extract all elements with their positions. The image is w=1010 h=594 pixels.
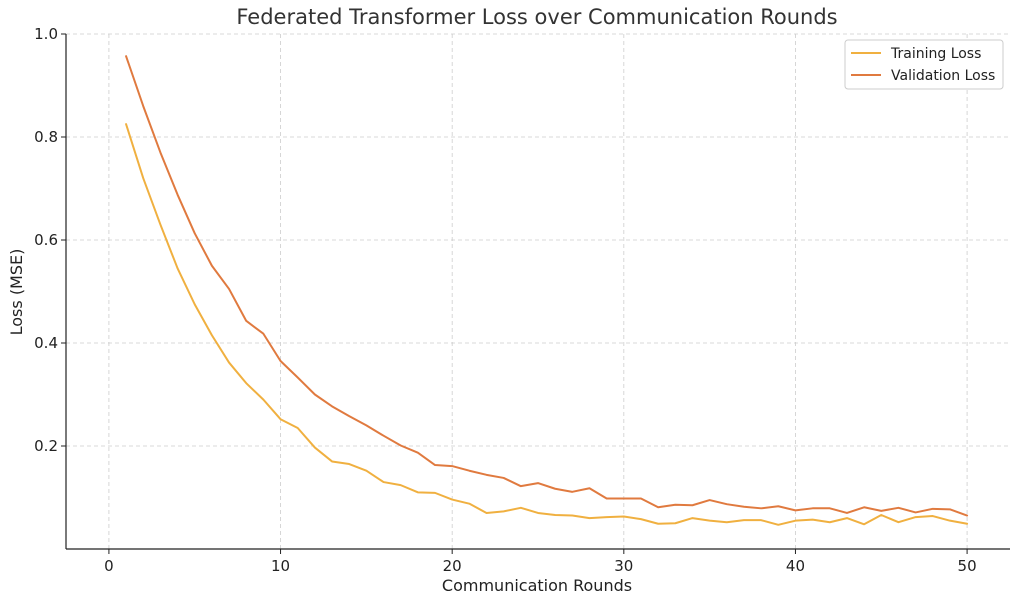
grid-lines bbox=[66, 33, 1010, 549]
legend-label: Validation Loss bbox=[891, 68, 995, 84]
y-tick-label: 1.0 bbox=[34, 25, 58, 43]
chart-title: Federated Transformer Loss over Communic… bbox=[236, 5, 837, 29]
y-tick-label: 0.8 bbox=[34, 128, 58, 146]
x-tick-label: 40 bbox=[786, 557, 805, 575]
x-tick-label: 50 bbox=[958, 557, 977, 575]
series-lines bbox=[125, 55, 969, 526]
x-axis-label: Communication Rounds bbox=[442, 576, 632, 594]
y-axis-label: Loss (MSE) bbox=[7, 249, 26, 336]
x-tick-label: 10 bbox=[271, 557, 290, 575]
legend: Training Loss Validation Loss bbox=[844, 39, 1004, 90]
y-tick-label: 0.6 bbox=[34, 231, 58, 249]
axes bbox=[65, 34, 1010, 550]
training-loss-line bbox=[125, 123, 969, 526]
x-tick-label: 0 bbox=[104, 557, 114, 575]
y-tick-label: 0.2 bbox=[34, 437, 58, 455]
x-tick-label: 30 bbox=[614, 557, 633, 575]
legend-box bbox=[844, 39, 1004, 90]
tick-labels: 0 10 20 30 40 50 0.2 0.4 0.6 0.8 1.0 bbox=[34, 25, 976, 575]
x-tick-label: 20 bbox=[443, 557, 462, 575]
validation-loss-line bbox=[125, 55, 969, 517]
y-tick-label: 0.4 bbox=[34, 334, 58, 352]
legend-label: Training Loss bbox=[890, 46, 981, 62]
